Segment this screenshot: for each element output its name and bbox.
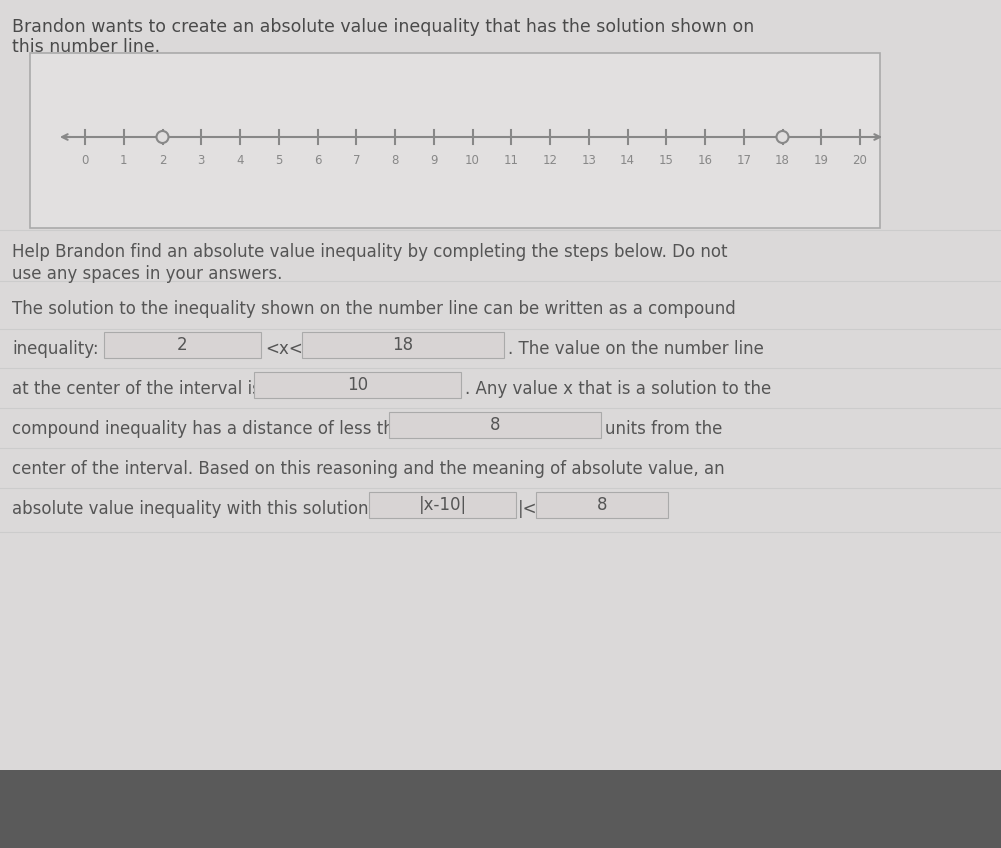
FancyBboxPatch shape [389,412,601,438]
Text: 2: 2 [159,154,166,167]
Text: inequality:: inequality: [12,340,99,358]
FancyBboxPatch shape [302,332,504,358]
FancyBboxPatch shape [369,492,516,518]
FancyBboxPatch shape [0,0,1001,778]
Text: 19: 19 [814,154,829,167]
Text: 8: 8 [489,416,500,434]
Text: 9: 9 [430,154,437,167]
Text: 11: 11 [504,154,519,167]
Text: 7: 7 [352,154,360,167]
Text: 10: 10 [347,376,368,393]
Text: absolute value inequality with this solution is: absolute value inequality with this solu… [12,500,387,518]
Text: at the center of the interval is: at the center of the interval is [12,380,261,398]
Text: units from the: units from the [605,420,723,438]
Text: 5: 5 [275,154,282,167]
Text: 12: 12 [543,154,558,167]
Text: 4: 4 [236,154,244,167]
Circle shape [156,131,168,143]
Text: |x-10|: |x-10| [418,496,466,514]
Text: Brandon wants to create an absolute value inequality that has the solution shown: Brandon wants to create an absolute valu… [12,18,754,36]
Text: 17: 17 [737,154,751,167]
Text: The solution to the inequality shown on the number line can be written as a comp: The solution to the inequality shown on … [12,300,736,318]
Text: 20: 20 [853,154,868,167]
Text: 16: 16 [698,154,713,167]
Text: use any spaces in your answers.: use any spaces in your answers. [12,265,282,283]
Text: 0: 0 [81,154,89,167]
Text: this number line.: this number line. [12,38,160,56]
Text: 18: 18 [775,154,790,167]
Text: . Any value x that is a solution to the: . Any value x that is a solution to the [465,380,771,398]
FancyBboxPatch shape [536,492,668,518]
FancyBboxPatch shape [0,770,1001,848]
Text: 10: 10 [465,154,479,167]
Circle shape [777,131,789,143]
Text: 3: 3 [197,154,205,167]
FancyBboxPatch shape [30,53,880,228]
Text: 8: 8 [597,496,608,514]
Text: 2: 2 [177,336,188,354]
Text: 18: 18 [392,336,413,354]
Text: 8: 8 [391,154,398,167]
Text: 15: 15 [659,154,674,167]
Text: compound inequality has a distance of less than: compound inequality has a distance of le… [12,420,414,438]
Text: 13: 13 [582,154,597,167]
Text: . The value on the number line: . The value on the number line [508,340,764,358]
Text: Help Brandon find an absolute value inequality by completing the steps below. Do: Help Brandon find an absolute value ineq… [12,243,728,261]
Text: center of the interval. Based on this reasoning and the meaning of absolute valu: center of the interval. Based on this re… [12,460,725,478]
Text: <x<: <x< [265,340,303,358]
Text: |<: |< [518,500,538,518]
FancyBboxPatch shape [104,332,261,358]
FancyBboxPatch shape [254,371,461,398]
Text: 14: 14 [620,154,635,167]
Text: 6: 6 [313,154,321,167]
Text: 1: 1 [120,154,127,167]
